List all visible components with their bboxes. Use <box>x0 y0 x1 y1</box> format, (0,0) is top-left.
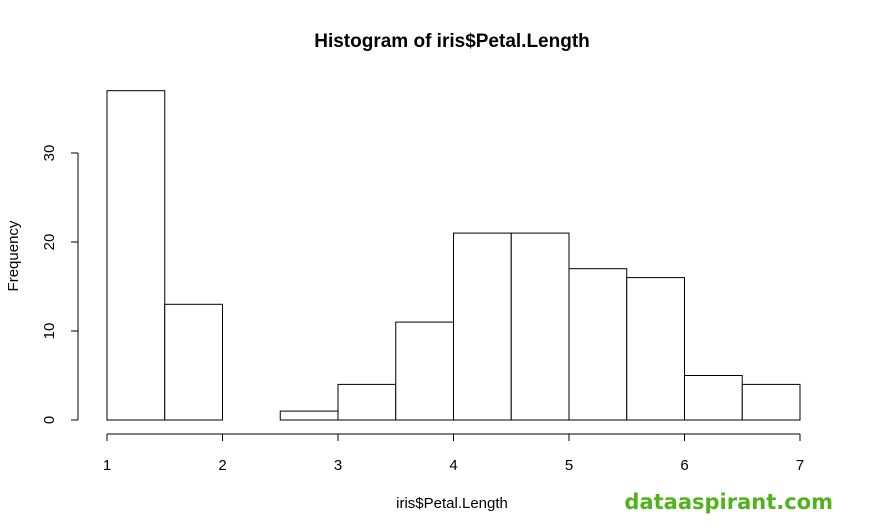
x-tick-label-2: 2 <box>218 457 226 474</box>
x-tick-label-6: 6 <box>680 457 688 474</box>
bars-group <box>106 90 801 421</box>
histogram-bar-6 <box>395 321 454 421</box>
y-tick-label-10: 10 <box>41 323 58 340</box>
histogram-bar-5 <box>337 383 397 421</box>
y-axis: 0 10 20 30 <box>41 145 79 424</box>
x-tick-label-5: 5 <box>565 457 573 474</box>
histogram-bar-4 <box>279 410 339 421</box>
x-tick-label-3: 3 <box>334 457 342 474</box>
histogram-bar-1 <box>106 90 166 421</box>
watermark: dataaspirant.com <box>624 490 833 514</box>
x-axis: 1 2 3 4 5 6 7 <box>103 433 804 474</box>
histogram-bar-9 <box>568 268 628 421</box>
y-tick-label-0: 0 <box>41 416 58 424</box>
histogram-bar-12 <box>741 383 801 421</box>
y-tick-label-30: 30 <box>41 145 58 162</box>
histogram-bar-10 <box>626 277 685 421</box>
histogram-bar-2 <box>164 303 223 421</box>
x-tick-label-7: 7 <box>796 457 804 474</box>
chart-title: Histogram of iris$Petal.Length <box>314 31 590 52</box>
x-axis-label: iris$Petal.Length <box>396 495 508 512</box>
histogram-bar-11 <box>684 375 743 421</box>
x-tick-label-1: 1 <box>103 457 111 474</box>
y-axis-label: Frequency <box>5 220 22 291</box>
x-tick-label-4: 4 <box>449 457 457 474</box>
histogram-bar-7 <box>453 232 512 421</box>
y-tick-label-20: 20 <box>41 234 58 251</box>
histogram-bar-8 <box>510 232 570 421</box>
